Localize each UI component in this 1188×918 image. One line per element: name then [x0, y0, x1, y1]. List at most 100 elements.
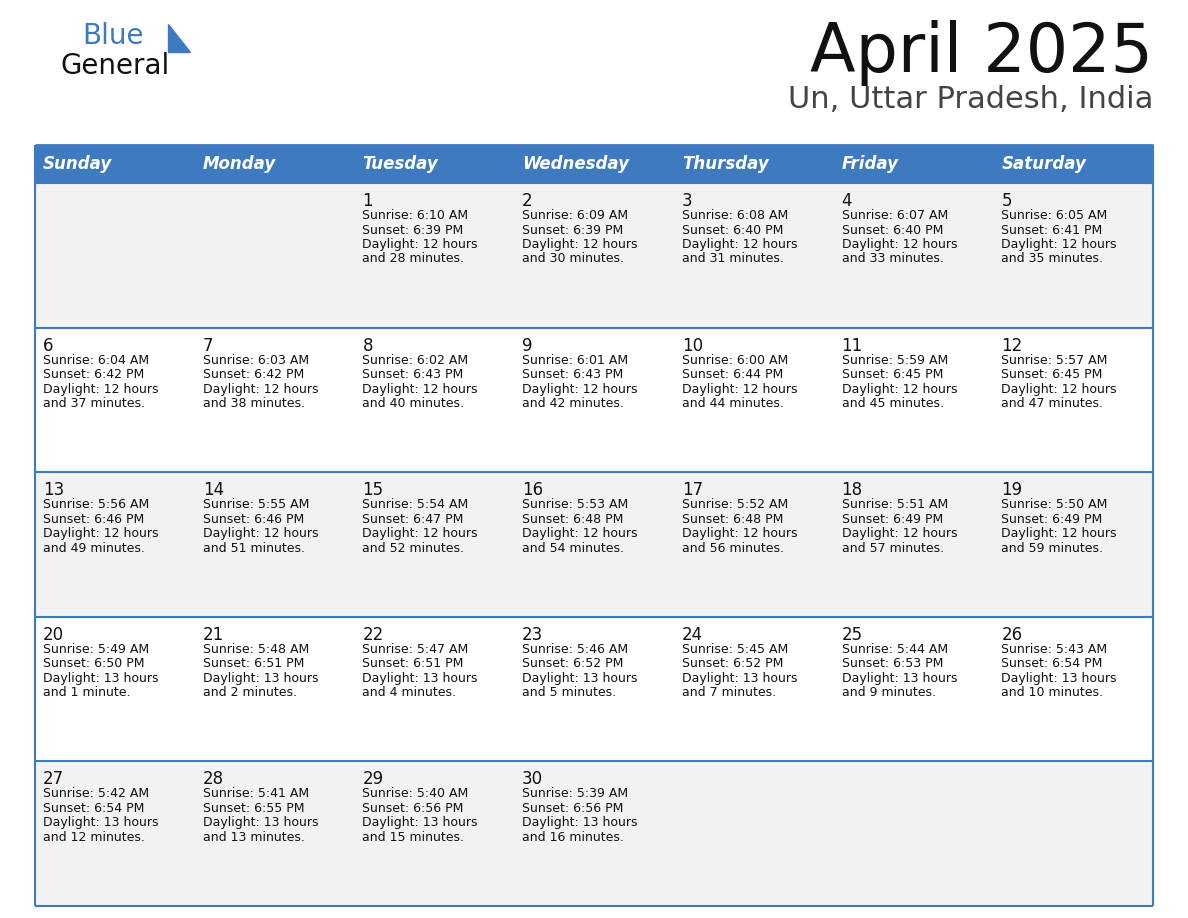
Bar	[514, 472, 674, 617]
Text: and 4 minutes.: and 4 minutes.	[362, 687, 456, 700]
Text: Sunrise: 5:53 AM: Sunrise: 5:53 AM	[523, 498, 628, 511]
Text: April 2025: April 2025	[810, 20, 1154, 86]
Text: 29: 29	[362, 770, 384, 789]
Text: Sunset: 6:39 PM: Sunset: 6:39 PM	[523, 223, 624, 237]
Text: Daylight: 13 hours: Daylight: 13 hours	[43, 816, 158, 829]
Text: and 35 minutes.: and 35 minutes.	[1001, 252, 1104, 265]
Text: Sunrise: 6:04 AM: Sunrise: 6:04 AM	[43, 353, 150, 366]
Text: Sunset: 6:53 PM: Sunset: 6:53 PM	[841, 657, 943, 670]
Text: Sunrise: 6:00 AM: Sunrise: 6:00 AM	[682, 353, 788, 366]
Text: Daylight: 13 hours: Daylight: 13 hours	[203, 816, 318, 829]
Bar	[993, 183, 1154, 328]
Text: 17: 17	[682, 481, 703, 499]
Bar	[834, 472, 993, 617]
Text: Sunset: 6:48 PM: Sunset: 6:48 PM	[682, 512, 783, 526]
Text: Daylight: 12 hours: Daylight: 12 hours	[203, 383, 318, 396]
Text: Sunset: 6:45 PM: Sunset: 6:45 PM	[841, 368, 943, 381]
Text: and 52 minutes.: and 52 minutes.	[362, 542, 465, 554]
Text: 25: 25	[841, 626, 862, 644]
Text: Monday: Monday	[203, 155, 276, 173]
Text: 3: 3	[682, 192, 693, 210]
Text: 5: 5	[1001, 192, 1012, 210]
Bar	[993, 472, 1154, 617]
Text: 4: 4	[841, 192, 852, 210]
Bar	[354, 472, 514, 617]
Text: Sunset: 6:42 PM: Sunset: 6:42 PM	[203, 368, 304, 381]
Text: and 15 minutes.: and 15 minutes.	[362, 831, 465, 844]
Text: Sunset: 6:56 PM: Sunset: 6:56 PM	[523, 802, 624, 815]
Text: and 9 minutes.: and 9 minutes.	[841, 687, 936, 700]
Bar	[34, 761, 195, 906]
Text: 26: 26	[1001, 626, 1023, 644]
Text: 16: 16	[523, 481, 543, 499]
Text: 2: 2	[523, 192, 532, 210]
Text: Sunrise: 5:45 AM: Sunrise: 5:45 AM	[682, 643, 788, 655]
Bar	[514, 183, 674, 328]
Bar	[993, 761, 1154, 906]
Text: and 16 minutes.: and 16 minutes.	[523, 831, 624, 844]
Text: Sunset: 6:49 PM: Sunset: 6:49 PM	[1001, 512, 1102, 526]
Text: Sunrise: 6:02 AM: Sunrise: 6:02 AM	[362, 353, 468, 366]
Text: Sunrise: 5:47 AM: Sunrise: 5:47 AM	[362, 643, 469, 655]
Text: Daylight: 12 hours: Daylight: 12 hours	[1001, 383, 1117, 396]
Bar	[195, 183, 354, 328]
Text: Sunset: 6:50 PM: Sunset: 6:50 PM	[43, 657, 145, 670]
Text: Sunset: 6:42 PM: Sunset: 6:42 PM	[43, 368, 144, 381]
Text: Daylight: 12 hours: Daylight: 12 hours	[682, 383, 797, 396]
Text: Daylight: 13 hours: Daylight: 13 hours	[1001, 672, 1117, 685]
Bar	[34, 328, 195, 472]
Text: 8: 8	[362, 337, 373, 354]
Text: Daylight: 13 hours: Daylight: 13 hours	[841, 672, 958, 685]
Text: and 7 minutes.: and 7 minutes.	[682, 687, 776, 700]
Text: and 38 minutes.: and 38 minutes.	[203, 397, 304, 410]
Text: Sunset: 6:55 PM: Sunset: 6:55 PM	[203, 802, 304, 815]
Text: Sunrise: 6:07 AM: Sunrise: 6:07 AM	[841, 209, 948, 222]
Text: Blue: Blue	[82, 22, 144, 50]
Bar	[354, 761, 514, 906]
Text: and 33 minutes.: and 33 minutes.	[841, 252, 943, 265]
Text: Sunrise: 5:50 AM: Sunrise: 5:50 AM	[1001, 498, 1107, 511]
Text: and 28 minutes.: and 28 minutes.	[362, 252, 465, 265]
Bar	[195, 617, 354, 761]
Text: and 44 minutes.: and 44 minutes.	[682, 397, 784, 410]
Text: Daylight: 13 hours: Daylight: 13 hours	[203, 672, 318, 685]
Text: Daylight: 12 hours: Daylight: 12 hours	[362, 383, 478, 396]
Bar	[195, 472, 354, 617]
Text: 10: 10	[682, 337, 703, 354]
Text: Daylight: 12 hours: Daylight: 12 hours	[682, 527, 797, 540]
Text: Un, Uttar Pradesh, India: Un, Uttar Pradesh, India	[788, 85, 1154, 114]
Text: 27: 27	[43, 770, 64, 789]
Text: Daylight: 12 hours: Daylight: 12 hours	[1001, 238, 1117, 251]
Text: Sunrise: 5:57 AM: Sunrise: 5:57 AM	[1001, 353, 1107, 366]
Bar	[993, 328, 1154, 472]
Text: 23: 23	[523, 626, 543, 644]
Text: Daylight: 13 hours: Daylight: 13 hours	[523, 672, 638, 685]
Text: Daylight: 13 hours: Daylight: 13 hours	[682, 672, 797, 685]
Text: Sunset: 6:52 PM: Sunset: 6:52 PM	[523, 657, 624, 670]
Text: 28: 28	[203, 770, 223, 789]
Text: Daylight: 12 hours: Daylight: 12 hours	[43, 527, 158, 540]
Text: and 49 minutes.: and 49 minutes.	[43, 542, 145, 554]
Text: and 13 minutes.: and 13 minutes.	[203, 831, 304, 844]
Text: Sunrise: 5:59 AM: Sunrise: 5:59 AM	[841, 353, 948, 366]
Text: Sunrise: 6:05 AM: Sunrise: 6:05 AM	[1001, 209, 1107, 222]
Text: Sunset: 6:54 PM: Sunset: 6:54 PM	[1001, 657, 1102, 670]
Text: Sunrise: 6:09 AM: Sunrise: 6:09 AM	[523, 209, 628, 222]
Bar	[674, 761, 834, 906]
Text: 14: 14	[203, 481, 223, 499]
Text: Sunrise: 6:10 AM: Sunrise: 6:10 AM	[362, 209, 468, 222]
Text: 21: 21	[203, 626, 225, 644]
Text: Sunrise: 5:46 AM: Sunrise: 5:46 AM	[523, 643, 628, 655]
Text: Sunset: 6:51 PM: Sunset: 6:51 PM	[203, 657, 304, 670]
Text: and 37 minutes.: and 37 minutes.	[43, 397, 145, 410]
Text: and 40 minutes.: and 40 minutes.	[362, 397, 465, 410]
Text: Daylight: 12 hours: Daylight: 12 hours	[362, 238, 478, 251]
Text: Sunset: 6:44 PM: Sunset: 6:44 PM	[682, 368, 783, 381]
Text: Sunrise: 5:44 AM: Sunrise: 5:44 AM	[841, 643, 948, 655]
Text: Sunset: 6:40 PM: Sunset: 6:40 PM	[841, 223, 943, 237]
Text: Sunset: 6:48 PM: Sunset: 6:48 PM	[523, 512, 624, 526]
Bar	[514, 328, 674, 472]
Text: and 10 minutes.: and 10 minutes.	[1001, 687, 1104, 700]
Text: 20: 20	[43, 626, 64, 644]
Bar	[195, 761, 354, 906]
